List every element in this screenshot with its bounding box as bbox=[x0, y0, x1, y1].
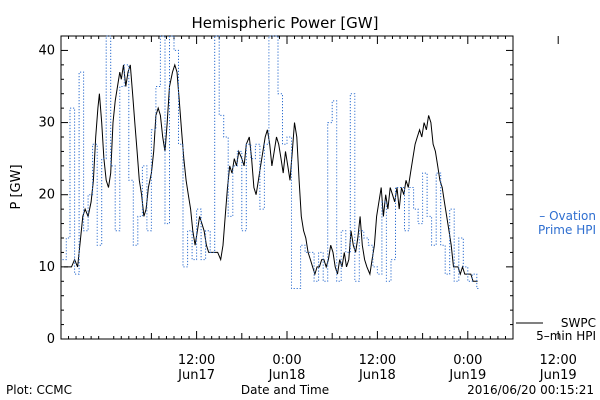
x-tick-label-time: 0:00 bbox=[453, 353, 482, 368]
series-line-swpc bbox=[64, 63, 478, 282]
y-tick-label: 40 bbox=[38, 43, 55, 58]
series-line-ovation bbox=[62, 35, 480, 289]
x-tick-label-date: Jun19 bbox=[539, 368, 577, 383]
x-axis-label: Date and Time bbox=[241, 383, 329, 397]
x-tick-label-date: Jun17 bbox=[177, 368, 215, 383]
x-tick-label-date: Jun19 bbox=[448, 368, 486, 383]
y-tick-label: 20 bbox=[38, 188, 55, 203]
y-tick-label: 10 bbox=[38, 260, 55, 275]
x-tick-label-date: Jun18 bbox=[358, 368, 396, 383]
chart-marks: 01020304012:00Jun170:00Jun1812:00Jun180:… bbox=[38, 35, 596, 383]
plot-timestamp: 2016/06/20 00:15:21 bbox=[467, 383, 594, 397]
legend-label-ovation: – Ovation bbox=[539, 209, 596, 223]
x-tick-label-time: 0:00 bbox=[272, 353, 301, 368]
x-tick-label-time: 12:00 bbox=[178, 353, 215, 368]
chart-title: Hemispheric Power [GW] bbox=[192, 14, 379, 32]
legend-label-swpc: SWPC bbox=[561, 316, 596, 330]
legend-label-ovation: Prime HPI bbox=[538, 223, 596, 237]
y-axis-label: P [GW] bbox=[9, 164, 24, 209]
y-tick-label: 30 bbox=[38, 116, 55, 131]
plot-credit: Plot: CCMC bbox=[6, 383, 72, 397]
legend-label-swpc: 5–min HPI bbox=[536, 329, 596, 343]
x-tick-label-time: 12:00 bbox=[539, 353, 576, 368]
y-tick-label: 0 bbox=[47, 332, 55, 347]
x-tick-label-time: 12:00 bbox=[359, 353, 396, 368]
x-tick-label-date: Jun18 bbox=[268, 368, 306, 383]
